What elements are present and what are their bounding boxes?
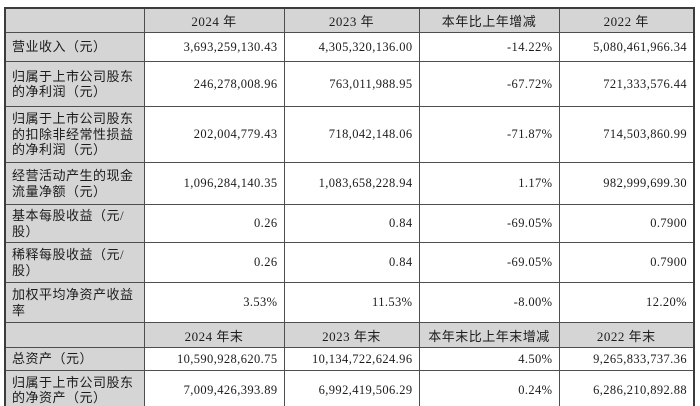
period-header-row: 2024 年 2023 年 本年比上年增减 2022 年 [4, 7, 695, 33]
row-label: 总资产（元） [4, 347, 145, 371]
corner-cell [4, 322, 145, 348]
value-2024: 3.53% [143, 282, 285, 323]
value-2022: 6,286,210,892.88 [558, 370, 695, 406]
value-change: -71.87% [418, 106, 560, 163]
header-2023: 2023 年 [283, 7, 420, 33]
header-2024-end: 2024 年末 [143, 322, 285, 348]
value-2024: 202,004,779.43 [143, 106, 285, 163]
period-end-header-row: 2024 年末 2023 年末 本年末比上年末增减 2022 年末 [4, 322, 695, 348]
table-row-net-profit: 归属于上市公司股东的净利润（元） 246,278,008.96 763,011,… [4, 61, 695, 107]
table-row-diluted-eps: 稀释每股收益（元/股） 0.26 0.84 -69.05% 0.7900 [4, 242, 695, 283]
value-2024: 10,590,928,620.75 [143, 347, 285, 371]
header-2022-end: 2022 年末 [558, 322, 695, 348]
value-2022: 721,333,576.44 [558, 61, 695, 107]
value-change: -67.72% [418, 61, 560, 107]
value-2024: 0.26 [143, 204, 285, 243]
header-2022: 2022 年 [558, 7, 695, 33]
table-row-revenue: 营业收入（元） 3,693,259,130.43 4,305,320,136.0… [4, 32, 695, 62]
row-label: 稀释每股收益（元/股） [4, 242, 145, 283]
value-2024: 7,009,426,393.89 [143, 370, 285, 406]
value-2024: 1,096,284,140.35 [143, 162, 285, 205]
value-change: 0.24% [418, 370, 560, 406]
row-label: 基本每股收益（元/股） [4, 204, 145, 243]
header-2024: 2024 年 [143, 7, 285, 33]
financial-summary-table: 2024 年 2023 年 本年比上年增减 2022 年 营业收入（元） 3,6… [4, 7, 695, 406]
value-2023: 718,042,148.06 [283, 106, 420, 163]
row-label: 经营活动产生的现金流量净额（元） [4, 162, 145, 205]
table-row-basic-eps: 基本每股收益（元/股） 0.26 0.84 -69.05% 0.7900 [4, 204, 695, 243]
value-2022: 5,080,461,966.34 [558, 32, 695, 62]
header-yoy-change: 本年比上年增减 [418, 7, 560, 33]
value-change: 1.17% [418, 162, 560, 205]
row-label: 营业收入（元） [4, 32, 145, 62]
table-row-net-assets: 归属于上市公司股东的净资产（元） 7,009,426,393.89 6,992,… [4, 370, 695, 406]
value-2023: 11.53% [283, 282, 420, 323]
value-2023: 0.84 [283, 204, 420, 243]
header-yoy-end-change: 本年末比上年末增减 [418, 322, 560, 348]
value-2024: 3,693,259,130.43 [143, 32, 285, 62]
value-2023: 0.84 [283, 242, 420, 283]
table-row-weighted-avg-roe: 加权平均净资产收益率 3.53% 11.53% -8.00% 12.20% [4, 282, 695, 323]
value-change: 4.50% [418, 347, 560, 371]
row-label: 归属于上市公司股东的净利润（元） [4, 61, 145, 107]
row-label: 加权平均净资产收益率 [4, 282, 145, 323]
value-2022: 982,999,699.30 [558, 162, 695, 205]
value-2022: 9,265,833,737.36 [558, 347, 695, 371]
row-label: 归属于上市公司股东的净资产（元） [4, 370, 145, 406]
table-row-operating-cash-flow: 经营活动产生的现金流量净额（元） 1,096,284,140.35 1,083,… [4, 162, 695, 205]
table-row-net-profit-excl-nonrecurring: 归属于上市公司股东的扣除非经常性损益的净利润（元） 202,004,779.43… [4, 106, 695, 163]
value-change: -69.05% [418, 204, 560, 243]
table-row-total-assets: 总资产（元） 10,590,928,620.75 10,134,722,624.… [4, 347, 695, 371]
value-2023: 10,134,722,624.96 [283, 347, 420, 371]
value-2024: 0.26 [143, 242, 285, 283]
value-2022: 0.7900 [558, 242, 695, 283]
value-change: -8.00% [418, 282, 560, 323]
header-2023-end: 2023 年末 [283, 322, 420, 348]
value-2022: 714,503,860.99 [558, 106, 695, 163]
value-2023: 4,305,320,136.00 [283, 32, 420, 62]
value-2024: 246,278,008.96 [143, 61, 285, 107]
value-2022: 12.20% [558, 282, 695, 323]
value-2023: 763,011,988.95 [283, 61, 420, 107]
value-2022: 0.7900 [558, 204, 695, 243]
corner-cell [4, 7, 145, 33]
value-2023: 6,992,419,506.29 [283, 370, 420, 406]
row-label: 归属于上市公司股东的扣除非经常性损益的净利润（元） [4, 106, 145, 163]
value-change: -14.22% [418, 32, 560, 62]
value-change: -69.05% [418, 242, 560, 283]
value-2023: 1,083,658,228.94 [283, 162, 420, 205]
